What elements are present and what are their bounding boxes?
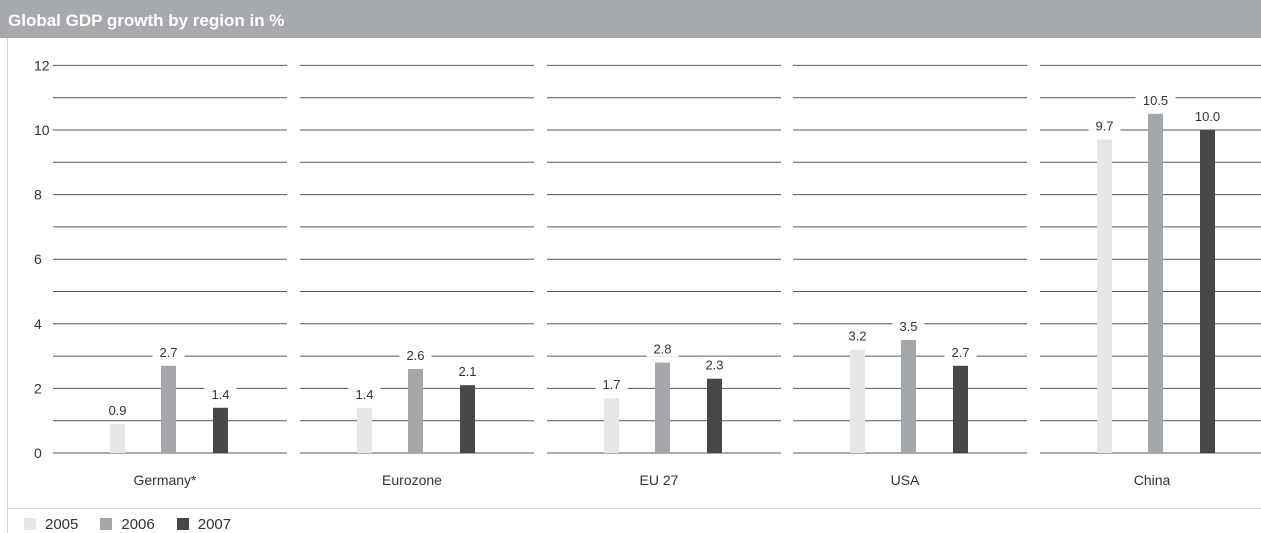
value-label: 10.0 xyxy=(1195,109,1220,124)
value-label-pad xyxy=(1088,117,1121,134)
category-label: China xyxy=(1134,472,1171,488)
value-label: 1.7 xyxy=(602,377,620,392)
value-label: 2.7 xyxy=(159,345,177,360)
y-tick-label: 6 xyxy=(34,251,42,267)
value-label-pad xyxy=(698,356,731,373)
value-label-pad xyxy=(646,340,679,357)
category-label: USA xyxy=(891,472,920,488)
legend-label-2005: 2005 xyxy=(45,515,79,533)
bar-2006-USA xyxy=(901,339,916,453)
bar-2005-Eurozone xyxy=(357,407,372,453)
bar-2006-EU 27 xyxy=(655,362,670,453)
bar-2007-USA xyxy=(953,365,968,453)
value-label: 2.7 xyxy=(951,345,969,360)
bar-2007-Germany* xyxy=(213,407,228,453)
category-label: EU 27 xyxy=(640,472,679,488)
bar-2005-USA xyxy=(850,349,865,453)
value-label-pad xyxy=(841,327,874,344)
legend-swatch-2006 xyxy=(100,518,113,530)
legend-label-2006: 2006 xyxy=(121,515,155,533)
value-label: 1.4 xyxy=(211,387,229,402)
value-label: 0.9 xyxy=(108,403,126,418)
legend: 2005 2006 2007 xyxy=(24,515,253,533)
category-label: Eurozone xyxy=(382,472,442,488)
value-label: 2.3 xyxy=(705,358,723,373)
value-label: 2.1 xyxy=(458,364,476,379)
legend-item-2005: 2005 xyxy=(24,516,78,533)
value-label: 9.7 xyxy=(1095,119,1113,134)
value-label-pad xyxy=(451,363,484,380)
chart-title-bar: Global GDP growth by region in % xyxy=(0,0,1261,38)
bar-2006-Eurozone xyxy=(408,369,423,453)
value-label: 2.8 xyxy=(653,342,671,357)
value-label-pad xyxy=(1187,108,1228,124)
legend-swatch-2007 xyxy=(176,518,189,530)
value-label-pad xyxy=(399,347,432,364)
value-label-pad xyxy=(204,385,237,402)
value-label-pad xyxy=(348,385,381,402)
legend-label-2007: 2007 xyxy=(197,515,232,533)
chart-title: Global GDP growth by region in % xyxy=(8,11,285,30)
value-label: 1.4 xyxy=(355,387,373,402)
y-tick-label: 4 xyxy=(34,316,42,332)
value-label: 10.5 xyxy=(1143,93,1168,108)
bar-2007-EU 27 xyxy=(707,378,722,453)
value-label: 3.2 xyxy=(848,329,866,344)
legend-swatch-2005 xyxy=(24,518,36,530)
value-label-pad xyxy=(101,401,134,418)
bar-2007-China xyxy=(1200,130,1215,453)
y-tick-label: 12 xyxy=(34,57,50,73)
value-label-pad xyxy=(944,343,977,360)
value-label: 2.6 xyxy=(406,348,424,363)
value-label-pad xyxy=(595,376,628,393)
bottom-frame-rule xyxy=(7,508,1261,509)
legend-item-2006: 2006 xyxy=(100,515,155,533)
value-label-pad xyxy=(1135,91,1176,108)
y-tick-label: 0 xyxy=(34,445,42,461)
bar-2007-Eurozone xyxy=(460,385,475,453)
value-label: 3.5 xyxy=(899,319,917,334)
bar-2006-China xyxy=(1148,113,1163,453)
legend-item-2007: 2007 xyxy=(176,515,232,533)
bar-2005-Germany* xyxy=(110,423,125,453)
y-tick-label: 8 xyxy=(34,187,42,203)
y-tick-label: 10 xyxy=(34,122,50,138)
category-label: Germany* xyxy=(133,472,197,488)
y-tick-label: 2 xyxy=(34,380,42,396)
value-label-pad xyxy=(152,343,185,360)
value-label-pad xyxy=(892,317,925,334)
bar-2005-China xyxy=(1097,139,1112,453)
bar-2006-Germany* xyxy=(161,365,176,453)
bar-2005-EU 27 xyxy=(604,398,619,453)
left-frame-rule xyxy=(7,38,8,533)
